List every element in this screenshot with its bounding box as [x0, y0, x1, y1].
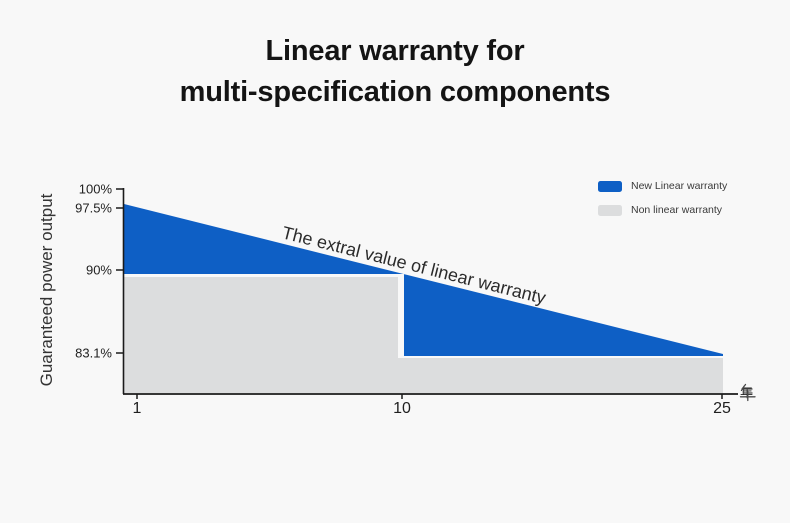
y-tick-label-100: 100% — [79, 182, 113, 197]
y-axis-title: Guaranteed power output — [37, 193, 56, 386]
legend-swatch-non-linear — [598, 204, 622, 216]
legend-label-new-linear: New Linear warranty — [631, 180, 728, 192]
legend-item-non-linear-warranty: Non linear warranty — [598, 204, 727, 216]
legend: New Linear warranty Non linear warranty — [598, 180, 727, 216]
legend-item-new-linear-warranty: New Linear warranty — [598, 180, 727, 192]
non-linear-warranty-area — [124, 277, 723, 393]
y-tick-marks — [116, 188, 123, 354]
x-tick-label-10: 10 — [393, 400, 411, 417]
y-tick-label-83-1: 83.1% — [75, 346, 112, 361]
legend-label-non-linear: Non linear warranty — [631, 204, 723, 216]
x-tick-label-25: 25 — [713, 400, 731, 417]
y-tick-label-90: 90% — [86, 263, 112, 278]
new-linear-warranty-area — [124, 204, 723, 356]
x-tick-marks — [136, 394, 723, 399]
legend-swatch-new-linear — [598, 180, 622, 192]
year-unit-glyph — [739, 383, 756, 402]
y-tick-label-97-5: 97.5% — [75, 201, 112, 216]
chart-title-line2: multi-specification components — [179, 76, 611, 108]
chart-title-line1: Linear warranty for — [265, 35, 525, 67]
chart-title: Linear warranty for multi-specification … — [0, 31, 790, 113]
x-tick-label-1: 1 — [133, 400, 142, 417]
